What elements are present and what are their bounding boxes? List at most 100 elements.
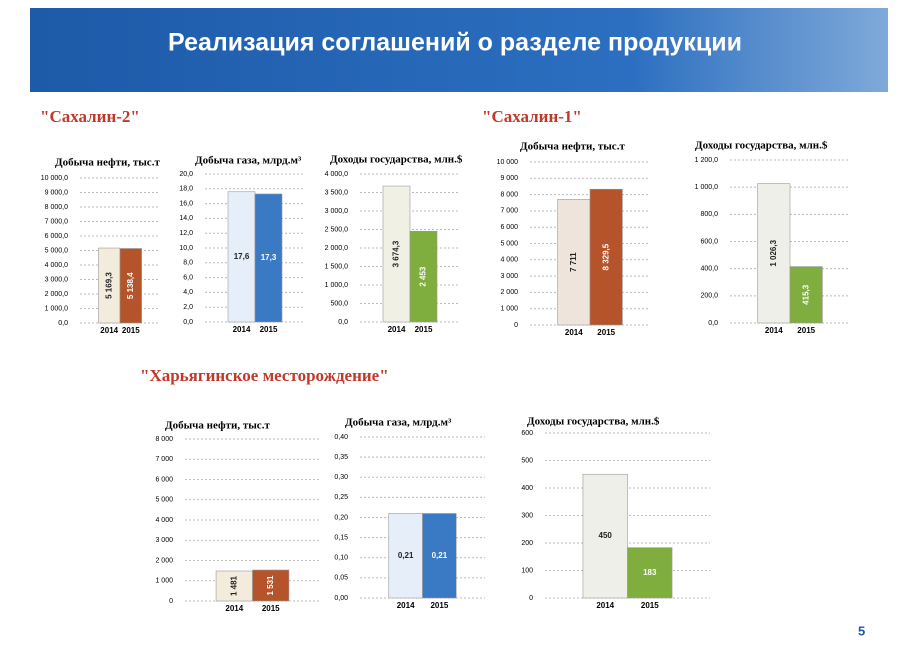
y-tick-label: 1 000,0	[45, 305, 68, 312]
y-tick-label: 10 000,0	[41, 175, 68, 182]
x-tick-label: 2014	[397, 601, 415, 610]
y-tick-label: 9 000,0	[45, 189, 68, 196]
y-tick-label: 5 000,0	[45, 247, 68, 254]
y-tick-label: 0,20	[334, 514, 348, 521]
bar	[757, 183, 791, 324]
section-title: "Сахалин-2"	[40, 107, 140, 126]
bar	[789, 266, 823, 324]
y-tick-label: 0,10	[334, 555, 348, 562]
y-tick-label: 0,40	[334, 434, 348, 441]
x-tick-label: 2014	[100, 326, 118, 335]
x-tick-label: 2014	[388, 325, 406, 334]
y-tick-label: 3 000,0	[325, 208, 348, 215]
y-tick-label: 1 500,0	[325, 263, 348, 270]
y-tick-label: 8 000	[155, 436, 173, 443]
value-label: 450	[599, 531, 613, 540]
x-tick-label: 2015	[797, 326, 815, 335]
y-tick-label: 3 500,0	[325, 189, 348, 196]
value-label: 3 674,3	[392, 240, 401, 267]
x-tick-label: 2014	[225, 604, 243, 613]
y-tick-label: 20,0	[179, 171, 193, 178]
y-tick-label: 0,0	[183, 319, 193, 326]
y-tick-label: 3 000	[155, 537, 173, 544]
y-tick-label: 6 000	[155, 476, 173, 483]
x-tick-label: 2015	[122, 326, 140, 335]
y-tick-label: 500	[521, 457, 533, 464]
y-tick-label: 0,15	[334, 534, 348, 541]
chart-title: Добыча нефти, тыс.т	[55, 157, 160, 169]
value-label: 5 138,4	[126, 272, 135, 299]
value-label: 8 329,5	[601, 243, 610, 270]
bar	[388, 513, 423, 599]
y-tick-label: 400,0	[700, 266, 718, 273]
bar	[382, 185, 411, 323]
y-tick-label: 600	[521, 430, 533, 437]
y-tick-label: 800,0	[700, 211, 718, 218]
y-tick-label: 8 000	[500, 191, 518, 198]
y-tick-label: 4 000,0	[325, 171, 348, 178]
value-label: 183	[643, 568, 657, 577]
y-tick-label: 2 000,0	[45, 291, 68, 298]
x-tick-label: 2015	[641, 601, 659, 610]
y-tick-label: 5 000	[500, 240, 518, 247]
y-tick-label: 200	[521, 540, 533, 547]
y-tick-label: 1 000	[155, 578, 173, 585]
section-title: "Сахалин-1"	[482, 107, 582, 126]
chart-title: Добыча нефти, тыс.т	[520, 141, 625, 153]
x-tick-label: 2015	[430, 601, 448, 610]
y-tick-label: 2 500,0	[325, 226, 348, 233]
value-label: 5 169,3	[104, 272, 113, 299]
y-tick-label: 8,0	[183, 260, 193, 267]
bar	[254, 193, 283, 323]
value-label: 1 481	[229, 575, 238, 596]
x-tick-label: 2015	[415, 325, 433, 334]
bar	[582, 473, 628, 599]
value-label: 415,3	[801, 284, 810, 305]
value-label: 17,6	[234, 252, 250, 261]
y-tick-label: 1 000,0	[325, 282, 348, 289]
chart-title: Добыча газа, млрд.м³	[195, 155, 302, 167]
y-tick-label: 0,0	[58, 320, 68, 327]
y-tick-label: 16,0	[179, 200, 193, 207]
y-tick-label: 5 000	[155, 497, 173, 504]
y-tick-label: 0,25	[334, 494, 348, 501]
y-tick-label: 0	[529, 595, 533, 602]
bar	[119, 248, 142, 324]
y-tick-label: 1 000,0	[695, 184, 718, 191]
y-tick-label: 1 200,0	[695, 157, 718, 164]
y-tick-label: 7 000	[500, 208, 518, 215]
header-title: Реализация соглашений о разделе продукци…	[168, 29, 742, 57]
value-label: 2 453	[419, 266, 428, 287]
y-tick-label: 4 000	[500, 257, 518, 264]
x-tick-label: 2014	[565, 328, 583, 337]
y-tick-label: 4 000,0	[45, 262, 68, 269]
chart-title: Доходы государства, млн.$	[330, 154, 463, 166]
value-label: 1 531	[266, 575, 275, 596]
y-tick-label: 0	[169, 598, 173, 605]
x-tick-label: 2014	[765, 326, 783, 335]
y-tick-label: 2 000	[500, 289, 518, 296]
bar	[252, 569, 290, 602]
x-tick-label: 2015	[260, 325, 278, 334]
y-tick-label: 14,0	[179, 215, 193, 222]
y-tick-label: 6 000	[500, 224, 518, 231]
chart-title: Добыча газа, млрд.м³	[345, 417, 452, 429]
chart-title: Доходы государства, млн.$	[527, 416, 660, 428]
y-tick-label: 600,0	[700, 238, 718, 245]
y-tick-label: 300	[521, 512, 533, 519]
y-tick-label: 0,35	[334, 454, 348, 461]
bar	[409, 230, 438, 323]
y-tick-label: 0,0	[708, 320, 718, 327]
bar	[227, 191, 256, 323]
chart-title: Доходы государства, млн.$	[695, 140, 828, 152]
page-number: 5	[858, 623, 865, 638]
y-tick-label: 200,0	[700, 293, 718, 300]
y-tick-label: 1 000	[500, 306, 518, 313]
y-tick-label: 0,00	[334, 595, 348, 602]
y-tick-label: 6,0	[183, 274, 193, 281]
x-tick-label: 2015	[262, 604, 280, 613]
y-tick-label: 7 000,0	[45, 218, 68, 225]
y-tick-label: 0,05	[334, 575, 348, 582]
y-tick-label: 12,0	[179, 230, 193, 237]
